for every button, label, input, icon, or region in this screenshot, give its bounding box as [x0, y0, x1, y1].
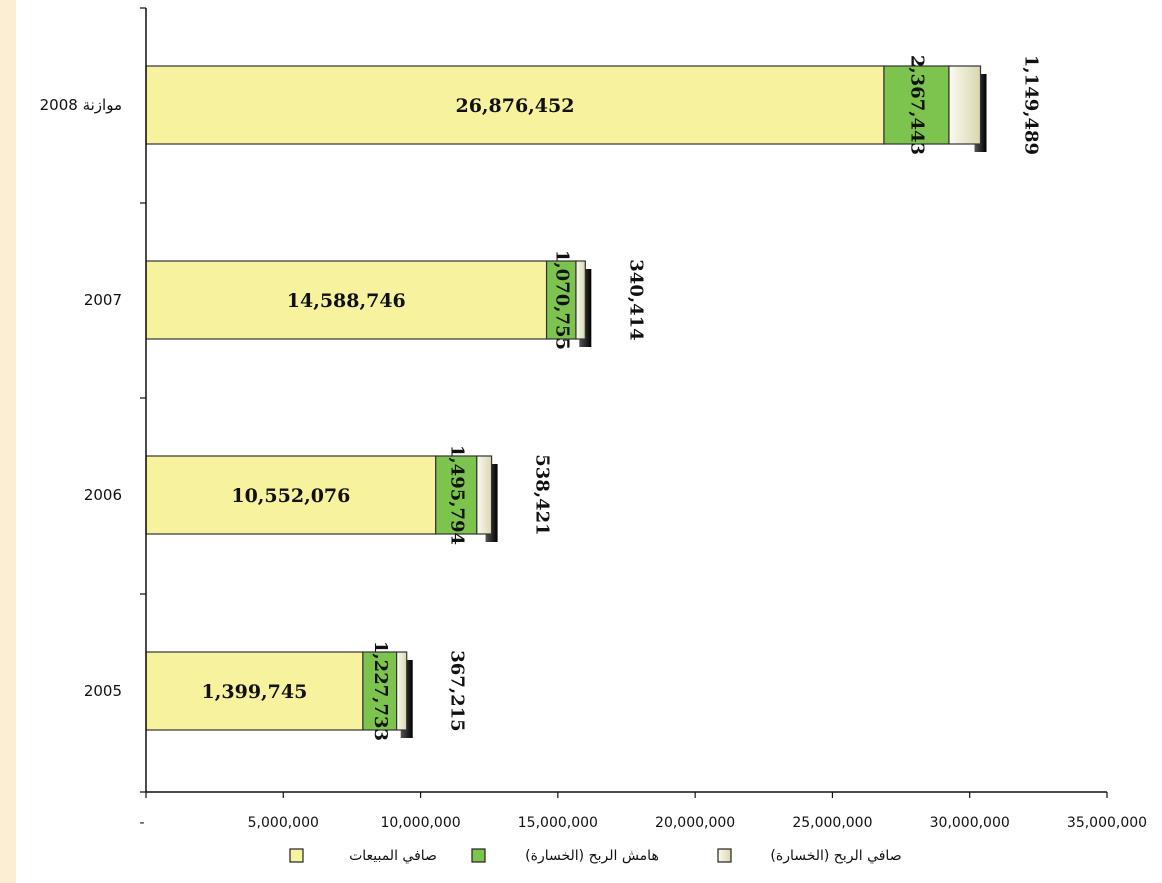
data-label: 538,421 — [532, 454, 553, 535]
data-label: 2,367,443 — [906, 55, 927, 155]
left-edge-strip — [0, 0, 16, 883]
legend-swatch — [289, 848, 304, 863]
legend-entry: صافي الربح (الخسارة) — [770, 848, 901, 864]
bar-segment — [435, 455, 478, 535]
bar-segment — [145, 260, 548, 340]
data-label: 14,588,746 — [287, 290, 406, 312]
data-label: 367,215 — [447, 650, 468, 731]
x-tick-label: 10,000,000 — [380, 815, 460, 831]
data-label: 10,552,076 — [231, 485, 350, 507]
category-label: 2006 — [84, 486, 122, 504]
x-tick-label: - — [139, 815, 144, 831]
data-label: 1,399,745 — [202, 681, 308, 703]
x-tick-label: 20,000,000 — [655, 815, 735, 831]
data-label: 1,227,733 — [370, 641, 391, 741]
legend-entry: صافي المبيعات — [349, 848, 437, 864]
bar-segment — [145, 65, 885, 145]
data-label: 340,414 — [625, 259, 646, 340]
x-tick-label: 25,000,000 — [792, 815, 872, 831]
x-tick-label: 15,000,000 — [518, 815, 598, 831]
data-label: 1,070,755 — [551, 250, 572, 350]
x-tick-label: 35,000,000 — [1067, 815, 1147, 831]
category-label: 2005 — [84, 682, 122, 700]
bar-segment — [362, 651, 398, 731]
data-label: 1,149,489 — [1021, 55, 1042, 155]
bar-segment — [575, 260, 586, 340]
bar-segment — [396, 651, 408, 731]
category-label: موازنة 2008 — [40, 96, 122, 114]
data-label: 26,876,452 — [455, 95, 574, 117]
legend-swatch — [717, 848, 732, 863]
data-label: 1,495,794 — [446, 445, 467, 545]
bar-segment — [476, 455, 493, 535]
legend-swatch — [471, 848, 486, 863]
legend-entry: هامش الربح (الخسارة) — [525, 848, 659, 864]
bar-segment — [948, 65, 982, 145]
x-tick-label: 30,000,000 — [930, 815, 1010, 831]
category-label: 2007 — [84, 291, 122, 309]
bar-segment — [145, 455, 437, 535]
x-tick-label: 5,000,000 — [248, 815, 319, 831]
